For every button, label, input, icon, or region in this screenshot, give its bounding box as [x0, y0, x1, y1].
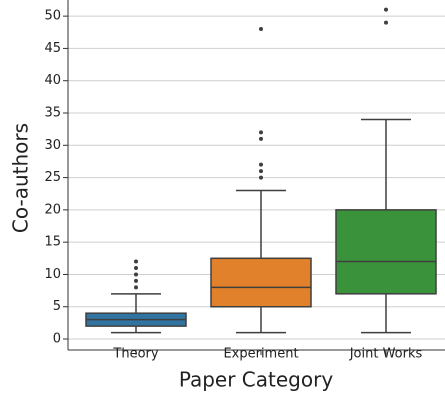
y-tick-label: 45 — [44, 41, 61, 56]
x-tick-label: Experiment — [223, 347, 298, 362]
x-tick-label: Joint Works — [349, 347, 423, 362]
outlier — [259, 162, 263, 167]
outlier — [134, 285, 138, 290]
outlier — [134, 272, 138, 277]
y-tick-label: 10 — [44, 267, 61, 282]
box — [210, 257, 312, 308]
y-axis-label: Co-authors — [9, 123, 33, 233]
x-tick-label: Theory — [112, 347, 158, 362]
y-tick-label: 15 — [44, 235, 61, 250]
outlier — [134, 259, 138, 264]
y-tick-label: 40 — [44, 73, 61, 88]
y-tick-label: 30 — [44, 138, 61, 153]
y-tick-label: 20 — [44, 202, 61, 217]
y-tick-label: 25 — [44, 170, 61, 185]
outlier — [384, 20, 388, 25]
y-tick-label: 0 — [53, 332, 61, 347]
y-tick-label: 50 — [44, 9, 61, 24]
x-axis-label: Paper Category — [179, 368, 334, 392]
outlier — [259, 169, 263, 174]
y-tick-label: 35 — [44, 106, 61, 121]
box — [335, 209, 437, 295]
outlier — [134, 278, 138, 283]
y-tick-label: 5 — [53, 299, 61, 314]
outlier — [259, 27, 263, 32]
outlier — [259, 130, 263, 135]
outlier — [134, 265, 138, 270]
outlier — [259, 175, 263, 180]
outlier — [384, 7, 388, 12]
outlier — [259, 136, 263, 141]
